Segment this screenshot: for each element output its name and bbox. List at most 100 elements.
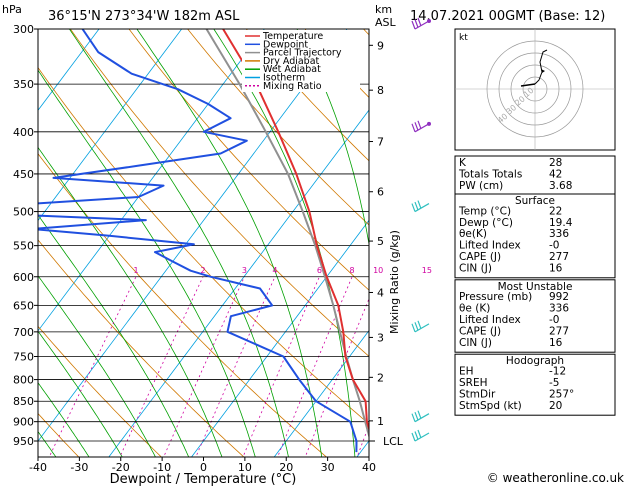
legend-label: Temperature [262,31,323,42]
hodograph-storm-vector [520,83,536,87]
pressure-tick-label: 900 [13,416,34,429]
wind-barb-tip [427,121,431,126]
hodograph-index-label: StmDir [459,388,496,400]
dry-adiabat-line [38,412,80,457]
wind-barb-flag [417,320,422,330]
surface-value: 336 [549,228,569,240]
pressure-tick-label: 550 [13,240,34,253]
hodograph-index-value: 257° [549,388,574,400]
surface-label: CIN (J) [459,262,492,274]
wind-barb-flag [411,323,416,333]
copyright: © weatheronline.co.uk [487,471,624,485]
pressure-tick-label: 850 [13,395,34,408]
most-unstable-label: CIN (J) [459,337,492,349]
legend-label: Wet Adiabat [263,64,321,75]
index-value: 3.68 [549,180,572,192]
wind-barb-flag [417,200,422,209]
wind-barb-shaft [414,123,430,133]
mixing-ratio-label: 3 [242,266,247,275]
wind-barb-flag [411,123,416,133]
km-label: km [375,3,392,16]
hodograph-storm-marker [541,69,545,73]
surface-label: θe(K) [459,228,487,240]
wind-barb-flag [411,20,416,30]
wind-barb-shaft [414,323,430,333]
dry-adiabat-line [245,29,369,162]
x-tick-label: -30 [70,461,88,474]
wind-barb [411,17,431,30]
surface-label: CAPE (J) [459,251,501,263]
dry-adiabat-line [38,325,162,457]
wind-barb-flag [411,432,416,442]
wind-barb-flag [414,122,419,131]
km-tick-label: 5 [377,235,384,248]
hodograph-index-value: -5 [549,377,559,389]
pressure-tick-label: 400 [13,126,34,139]
lcl-label: LCL [383,435,404,448]
mixing-ratio-label: 15 [422,266,432,275]
wind-barb-flag [411,413,416,422]
pressure-tick-label: 650 [13,299,34,312]
hodograph-indices-box [454,353,616,416]
mixing-ratio-line [356,424,369,457]
legend-label: Isotherm [263,73,305,84]
wind-barb-flag [414,431,419,440]
hpa-label: hPa [2,3,22,16]
dry-adiabat-line [128,29,369,291]
wet-adiabat-line [38,146,223,457]
km-tick-label: 3 [377,331,384,344]
wind-barb-tip [427,19,431,23]
km-tick-label: 9 [377,39,384,52]
index-label: K [459,157,467,169]
isotherm-line [38,29,100,111]
hodograph-index-label: SREH [459,377,488,389]
pressure-tick-label: 450 [13,168,34,181]
most-unstable-label: Pressure (mb) [459,291,532,303]
index-label: PW (cm) [459,180,503,192]
pressure-tick-label: 800 [13,374,34,387]
legend-label: Dry Adiabat [263,56,320,67]
wind-barb-flag [417,120,422,130]
datetime-title: 14.07.2021 00GMT (Base: 12) [410,9,605,24]
hodograph-trace [534,49,548,85]
isotherm-line [108,109,369,457]
most-unstable-value: -0 [549,314,559,326]
skewt-plot: 12346810152025 [0,4,496,460]
x-tick-label: 40 [362,461,376,474]
mixing-ratio-line [394,277,463,460]
wet-adiabat-line [0,4,24,459]
wind-barb [411,200,430,213]
wind-barb-flag [417,17,422,27]
pressure-tick-label: 750 [13,351,34,364]
surface-title: Surface [515,195,555,207]
x-axis-title: Dewpoint / Temperature (°C) [110,472,297,486]
isotherm-line [190,219,369,457]
index-value: 42 [549,168,562,180]
wind-barbs [411,17,431,442]
pressure-tick-label: 700 [13,326,34,339]
mixing-ratio-label: 2 [200,266,205,275]
most-unstable-title: Most Unstable [498,281,573,293]
wind-barb [411,429,430,442]
wet-adiabat-line [38,214,190,457]
hodograph-index-label: EH [459,366,474,378]
surface-label: Dewp (°C) [459,217,513,229]
hodograph-index-label: StmSpd (kt) [459,400,522,412]
dry-adiabat-line [187,29,369,226]
wind-barb [411,320,430,333]
x-tick-label: 0 [200,461,207,474]
wet-adiabat-line [38,382,90,457]
surface-label: Lifted Index [459,240,521,252]
wind-barb-shaft [414,413,430,423]
wind-barb-shaft [414,432,430,442]
most-unstable-value: 336 [549,303,569,315]
mixing-ratio-label: 8 [350,266,355,275]
pressure-tick-label: 950 [13,435,34,448]
mixing-ratio-axis-title: Mixing Ratio (g/kg) [388,230,401,334]
wet-adiabat-line [38,330,123,457]
isotherm-line [38,29,265,332]
most-unstable-value: 16 [549,337,563,349]
x-tick-label: -20 [112,461,130,474]
